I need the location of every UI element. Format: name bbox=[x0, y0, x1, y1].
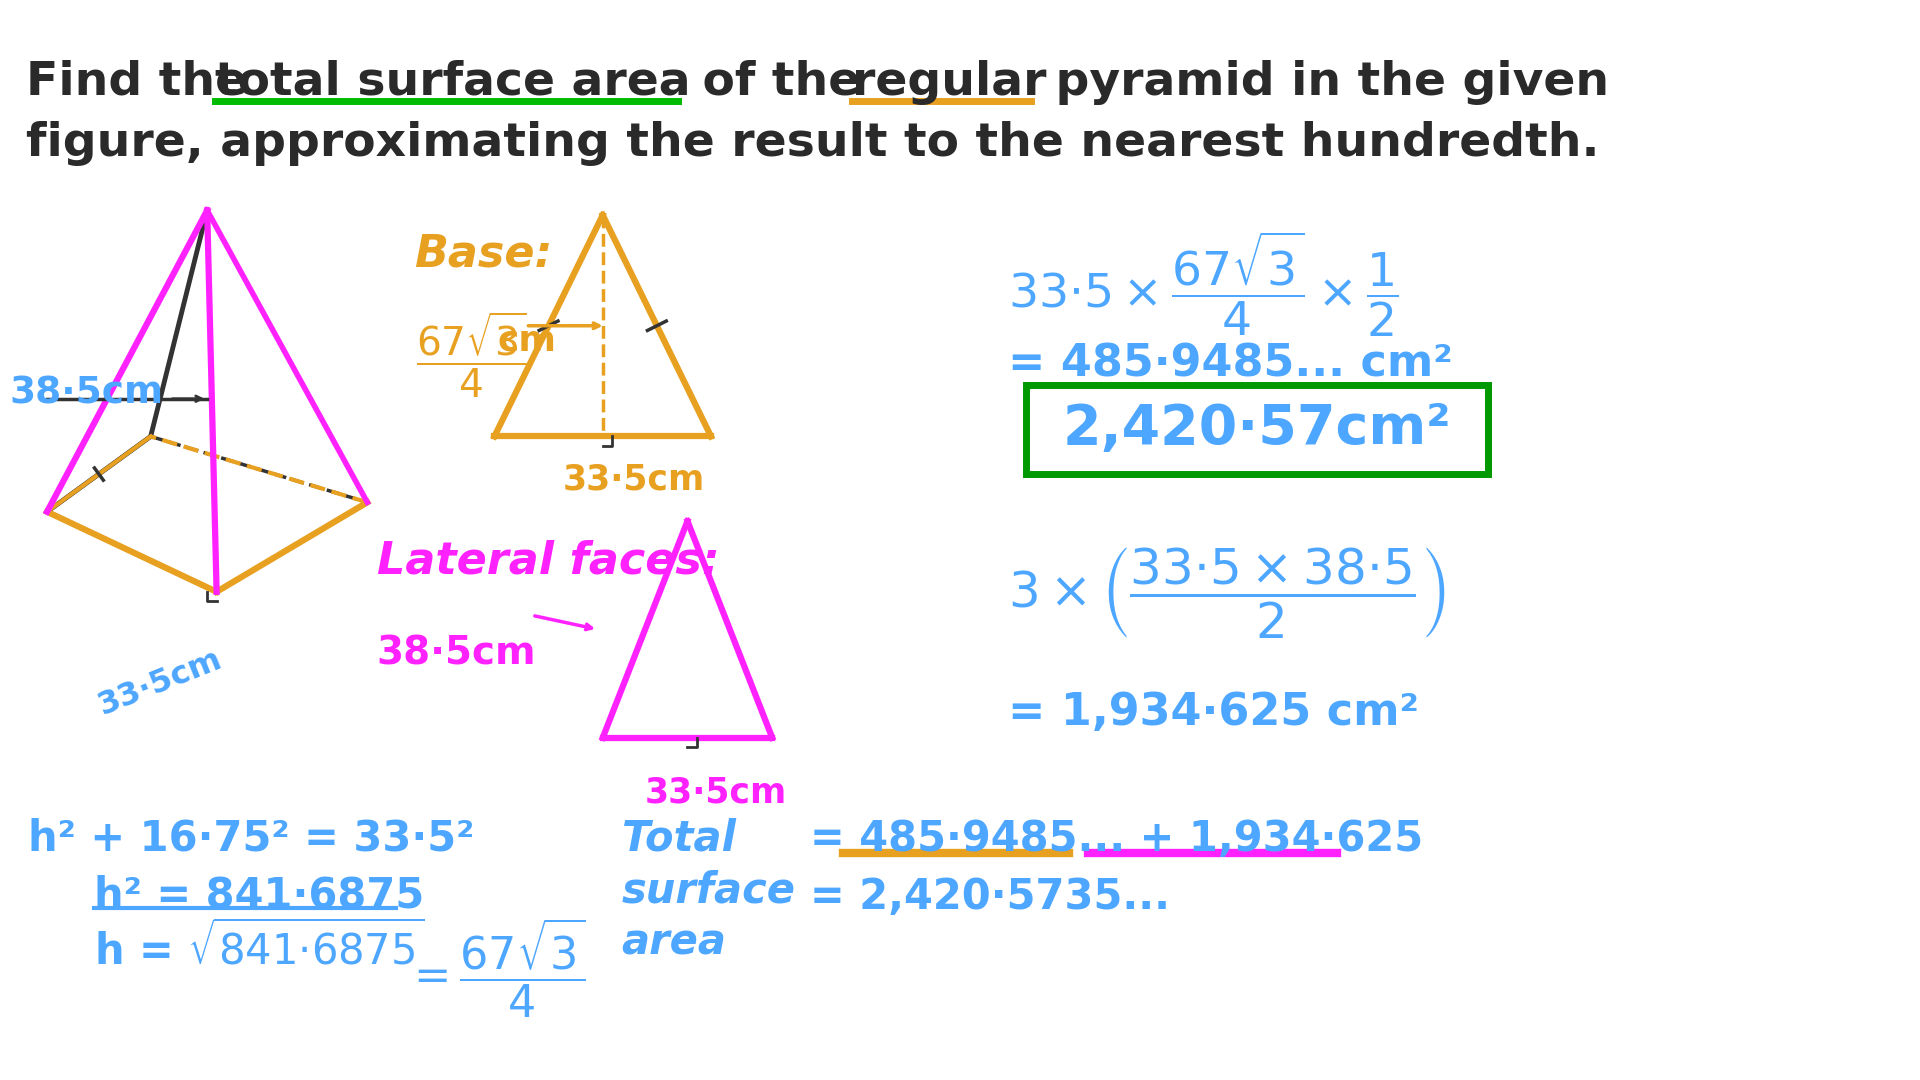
Text: total surface area: total surface area bbox=[215, 59, 691, 105]
Text: h = $\sqrt{841{\cdot}6875}$: h = $\sqrt{841{\cdot}6875}$ bbox=[94, 921, 424, 973]
Text: 38·5cm: 38·5cm bbox=[10, 375, 163, 411]
Text: regular: regular bbox=[852, 59, 1046, 105]
Text: = 485·9485... + 1,934·625: = 485·9485... + 1,934·625 bbox=[810, 818, 1423, 860]
Text: $33{\cdot}5\times\dfrac{67\sqrt{3}}{4}\times\dfrac{1}{2}$: $33{\cdot}5\times\dfrac{67\sqrt{3}}{4}\t… bbox=[1008, 229, 1398, 339]
Text: pyramid in the given: pyramid in the given bbox=[1039, 59, 1609, 105]
Text: cm: cm bbox=[497, 323, 557, 357]
Text: 33·5cm: 33·5cm bbox=[563, 462, 705, 497]
Text: h² + 16·75² = 33·5²: h² + 16·75² = 33·5² bbox=[29, 818, 474, 860]
Text: 33·5cm: 33·5cm bbox=[645, 775, 787, 809]
Text: = 1,934·625 cm²: = 1,934·625 cm² bbox=[1008, 691, 1419, 733]
Text: 38·5cm: 38·5cm bbox=[376, 634, 536, 672]
Text: $\dfrac{67\sqrt{3}}{4}$: $\dfrac{67\sqrt{3}}{4}$ bbox=[417, 309, 526, 400]
Text: Base:: Base: bbox=[415, 232, 553, 275]
Text: h² = 841·6875: h² = 841·6875 bbox=[94, 875, 424, 916]
Text: Lateral faces:: Lateral faces: bbox=[376, 540, 720, 583]
Text: = 485·9485... cm²: = 485·9485... cm² bbox=[1008, 342, 1452, 386]
Text: 2,420·57cm²: 2,420·57cm² bbox=[1064, 403, 1452, 457]
Text: $3\times\left(\dfrac{33{\cdot}5\times38{\cdot}5}{2}\right)$: $3\times\left(\dfrac{33{\cdot}5\times38{… bbox=[1008, 544, 1446, 639]
Text: 33·5cm: 33·5cm bbox=[94, 644, 227, 721]
Text: of the: of the bbox=[685, 59, 876, 105]
Text: = 2,420·5735...: = 2,420·5735... bbox=[810, 876, 1169, 918]
Text: Find the: Find the bbox=[27, 59, 263, 105]
Text: Total: Total bbox=[622, 818, 735, 860]
Text: area: area bbox=[622, 921, 726, 963]
Bar bbox=[1027, 384, 1488, 474]
Text: figure, approximating the result to the nearest hundredth.: figure, approximating the result to the … bbox=[27, 121, 1599, 166]
Text: surface: surface bbox=[622, 869, 795, 912]
Text: $= \dfrac{67\sqrt{3}}{4}$: $= \dfrac{67\sqrt{3}}{4}$ bbox=[405, 917, 586, 1021]
